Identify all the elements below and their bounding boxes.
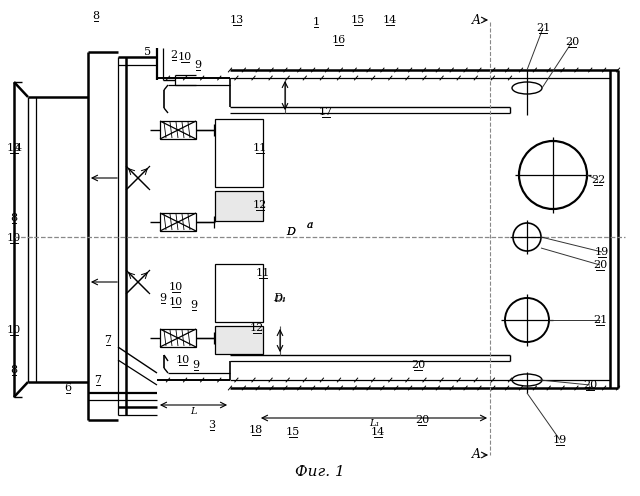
Text: 11: 11 <box>256 268 270 278</box>
Bar <box>215 191 263 221</box>
Text: a: a <box>307 220 314 230</box>
Text: 6: 6 <box>65 383 72 393</box>
Text: 3: 3 <box>209 420 216 430</box>
Text: A: A <box>472 448 481 461</box>
Text: L₁: L₁ <box>369 419 379 428</box>
Text: D₁: D₁ <box>274 296 286 305</box>
Text: 7: 7 <box>95 375 102 385</box>
Text: 14: 14 <box>371 427 385 437</box>
Text: 7: 7 <box>104 335 111 345</box>
Text: 16: 16 <box>332 35 346 45</box>
Text: 9: 9 <box>159 293 166 303</box>
Text: 13: 13 <box>230 15 244 25</box>
Text: 17: 17 <box>319 107 333 117</box>
Text: 12: 12 <box>250 323 264 333</box>
Text: D₁: D₁ <box>273 293 287 303</box>
Text: 20: 20 <box>415 415 429 425</box>
Text: 8: 8 <box>92 11 100 21</box>
Text: 20: 20 <box>583 380 597 390</box>
Text: 20: 20 <box>593 260 607 270</box>
Text: 10: 10 <box>169 282 183 292</box>
Text: 10: 10 <box>176 355 190 365</box>
Text: 10: 10 <box>7 233 21 243</box>
Text: 22: 22 <box>591 175 605 185</box>
Text: 10: 10 <box>178 52 192 62</box>
Text: 19: 19 <box>553 435 567 445</box>
Text: 19: 19 <box>595 247 609 257</box>
Text: 5: 5 <box>145 47 152 57</box>
Text: 21: 21 <box>593 315 607 325</box>
Text: 20: 20 <box>411 360 425 370</box>
Bar <box>160 329 196 347</box>
Bar <box>160 121 196 139</box>
Text: 8: 8 <box>10 365 17 375</box>
Text: L: L <box>189 407 196 416</box>
Text: 2: 2 <box>170 50 177 60</box>
Bar <box>215 119 263 187</box>
Text: 15: 15 <box>351 15 365 25</box>
Text: D: D <box>287 227 296 237</box>
Text: 10: 10 <box>7 143 21 153</box>
Text: Фиг. 1: Фиг. 1 <box>295 465 345 479</box>
Text: 21: 21 <box>536 23 550 33</box>
Text: 9: 9 <box>195 60 202 70</box>
Text: 14: 14 <box>383 15 397 25</box>
Text: 20: 20 <box>565 37 579 47</box>
Bar <box>215 264 263 322</box>
Text: D: D <box>287 227 296 237</box>
Text: 4: 4 <box>15 143 22 153</box>
Text: 10: 10 <box>169 297 183 307</box>
Text: 1: 1 <box>312 17 319 27</box>
Text: 10: 10 <box>7 325 21 335</box>
Bar <box>215 326 263 354</box>
Text: 9: 9 <box>193 360 200 370</box>
Text: 12: 12 <box>253 200 267 210</box>
Text: 9: 9 <box>191 300 198 310</box>
Text: 18: 18 <box>249 425 263 435</box>
Text: 8: 8 <box>10 213 17 223</box>
Text: 15: 15 <box>286 427 300 437</box>
Bar <box>160 213 196 231</box>
Text: A: A <box>472 13 481 26</box>
Text: a: a <box>307 221 313 230</box>
Text: 11: 11 <box>253 143 267 153</box>
